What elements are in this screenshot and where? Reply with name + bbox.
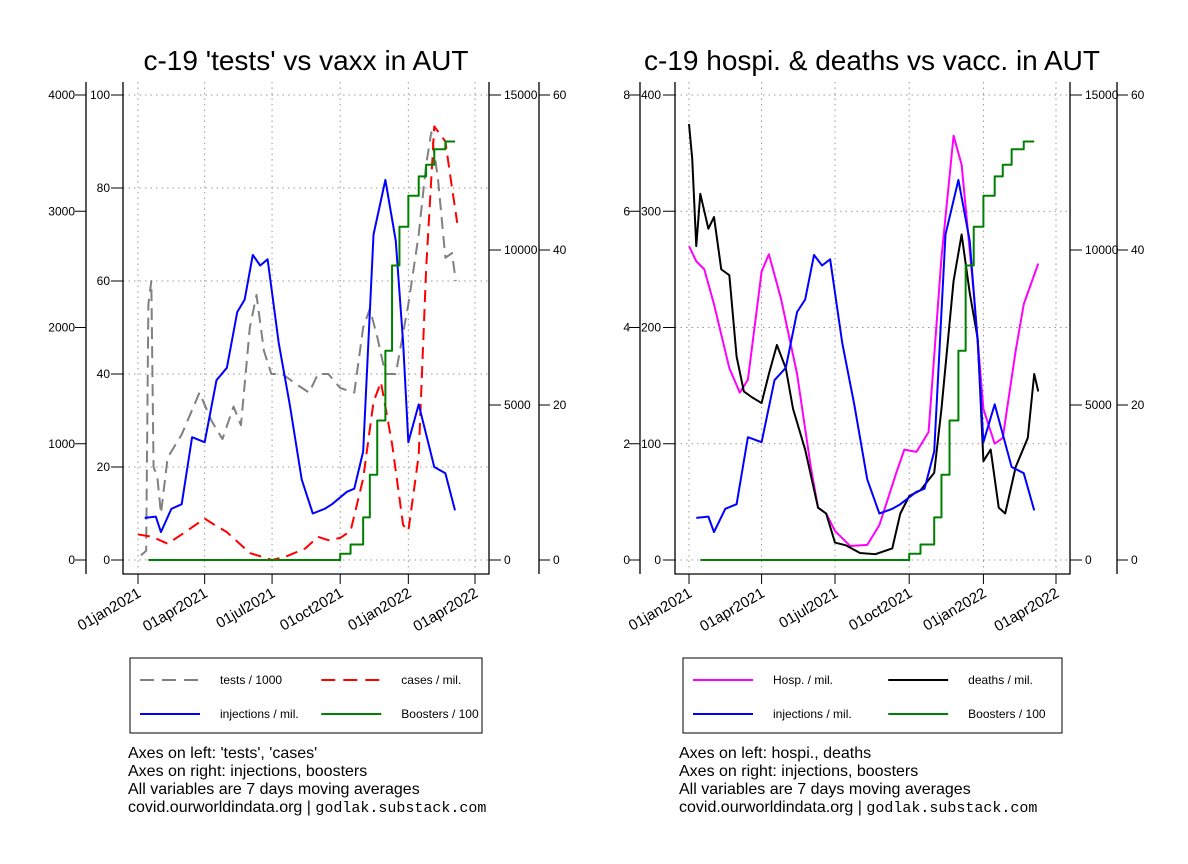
notes-left: Axes on left: 'tests', 'cases' Axes on r…: [128, 745, 486, 818]
right-outer-axis-tick-label: 60: [1131, 88, 1145, 102]
x-axis-tick-label: 01oct2021: [277, 585, 346, 635]
chart-2: c-19 hospi. & deaths vs vacc. in AUT 0 2 4 6…: [623, 45, 1145, 734]
note-line: Axes on left: hospi., deaths: [679, 745, 872, 762]
chart-1: c-19 'tests' vs vaxx in AUT0100020003000…: [48, 45, 567, 734]
x-axis-tick-label: 01apr2022: [410, 585, 481, 636]
left-inner-axis-tick-label: 60: [97, 274, 111, 288]
left-outer-axis-tick-label: 0: [68, 553, 75, 567]
left-inner-axis-tick-label: 300: [641, 204, 661, 218]
x-axis-tick-label: 01jul2021: [213, 585, 278, 632]
right-inner-axis-tick-label: 0: [504, 553, 511, 567]
right-outer-axis-tick-label: 20: [1131, 398, 1145, 412]
note-line: Axes on left: 'tests', 'cases': [128, 745, 318, 762]
legend-label: Boosters / 100: [968, 707, 1046, 721]
left-inner-axis-tick-label: 40: [97, 367, 111, 381]
right-outer-axis-tick-label: 40: [553, 243, 567, 257]
left-outer-axis-tick-label: 2: [623, 437, 630, 451]
x-axis-tick-label: 01apr2021: [697, 585, 768, 636]
series-line-injections-mil-: [696, 178, 1036, 534]
legend-label: injections / mil.: [220, 707, 299, 721]
legend-label: Boosters / 100: [401, 707, 479, 721]
right-inner-axis-tick-label: 15000: [1085, 88, 1119, 102]
notes-right: Axes on left: hospi., deaths Axes on rig…: [679, 745, 1037, 818]
series-line-injections-mil-: [144, 178, 456, 534]
site-text: godlak.substack.com: [315, 800, 487, 817]
x-axis-tick-label: 01jan2021: [75, 585, 144, 635]
right-outer-axis-tick-label: 40: [1131, 243, 1145, 257]
right-inner-axis-tick-label: 5000: [504, 398, 531, 412]
series-line-cases-mil-: [137, 125, 459, 561]
left-inner-axis-tick-label: 200: [641, 321, 661, 335]
left-outer-axis-tick-label: 8: [623, 88, 630, 102]
left-outer-axis-tick-label: 6: [623, 204, 630, 218]
legend: tests / 1000 cases / mil. injections / mil…: [129, 657, 483, 734]
legend: Hosp. / mil. deaths / mil. injections / mi…: [682, 657, 1063, 734]
x-axis-tick-label: 01apr2022: [991, 585, 1062, 636]
right-inner-axis-tick-label: 10000: [504, 243, 538, 257]
series-line-deaths-mil-: [688, 123, 1040, 556]
right-outer-axis-tick-label: 20: [553, 398, 567, 412]
note-line: All variables are 7 days moving averages: [679, 781, 971, 798]
series-line-tests-: [140, 131, 457, 557]
legend-label: injections / mil.: [773, 707, 852, 721]
left-inner-axis-tick-label: 100: [90, 88, 110, 102]
site-text: godlak.substack.com: [866, 800, 1038, 817]
right-inner-axis-tick-label: 15000: [504, 88, 538, 102]
right-outer-axis-tick-label: 0: [1131, 553, 1138, 567]
left-inner-axis-tick-label: 400: [641, 88, 661, 102]
note-line: All variables are 7 days moving averages: [128, 781, 420, 798]
right-inner-axis-tick-label: 5000: [1085, 398, 1112, 412]
x-axis-tick-label: 01jan2022: [920, 585, 989, 635]
left-outer-axis-tick-label: 0: [623, 553, 630, 567]
legend-label: cases / mil.: [401, 673, 461, 687]
left-outer-axis-tick-label: 2000: [48, 321, 75, 335]
legend-label: Hosp. / mil.: [773, 673, 833, 687]
series-line-boosters-: [148, 140, 456, 561]
series-line-boosters-: [700, 140, 1035, 561]
left-outer-axis-tick-label: 4000: [48, 88, 75, 102]
legend-box: [129, 657, 483, 734]
left-inner-axis-tick-label: 20: [97, 460, 111, 474]
left-outer-axis-tick-label: 1000: [48, 437, 75, 451]
right-inner-axis-tick-label: 0: [1085, 553, 1092, 567]
chart-title: c-19 'tests' vs vaxx in AUT: [143, 45, 468, 76]
note-line: Axes on right: injections, boosters: [128, 763, 368, 780]
note-line: Axes on right: injections, boosters: [679, 763, 919, 780]
right-outer-axis-tick-label: 0: [553, 553, 560, 567]
plot-frame: [122, 82, 490, 575]
x-axis-tick-label: 01jan2022: [345, 585, 414, 635]
source-text: covid.ourworldindata.org |: [128, 799, 311, 816]
chart-title: c-19 hospi. & deaths vs vacc. in AUT: [644, 45, 1100, 76]
left-inner-axis-tick-label: 0: [654, 553, 661, 567]
left-inner-axis-tick-label: 0: [103, 553, 110, 567]
left-outer-axis-tick-label: 3000: [48, 204, 75, 218]
series-line-hosp-mil-: [688, 134, 1040, 548]
x-axis-tick-label: 01jul2021: [776, 585, 841, 632]
right-outer-axis-tick-label: 60: [553, 88, 567, 102]
right-inner-axis-tick-label: 10000: [1085, 243, 1119, 257]
left-inner-axis-tick-label: 100: [641, 437, 661, 451]
x-axis-tick-label: 01apr2021: [140, 585, 211, 636]
left-outer-axis-tick-label: 4: [623, 321, 630, 335]
x-axis-tick-label: 01jan2021: [626, 585, 695, 635]
legend-label: deaths / mil.: [968, 673, 1033, 687]
legend-box: [682, 657, 1063, 734]
x-axis-tick-label: 01oct2021: [846, 585, 915, 635]
left-inner-axis-tick-label: 80: [97, 181, 111, 195]
source-text: covid.ourworldindata.org |: [679, 799, 862, 816]
legend-label: tests / 1000: [220, 673, 282, 687]
